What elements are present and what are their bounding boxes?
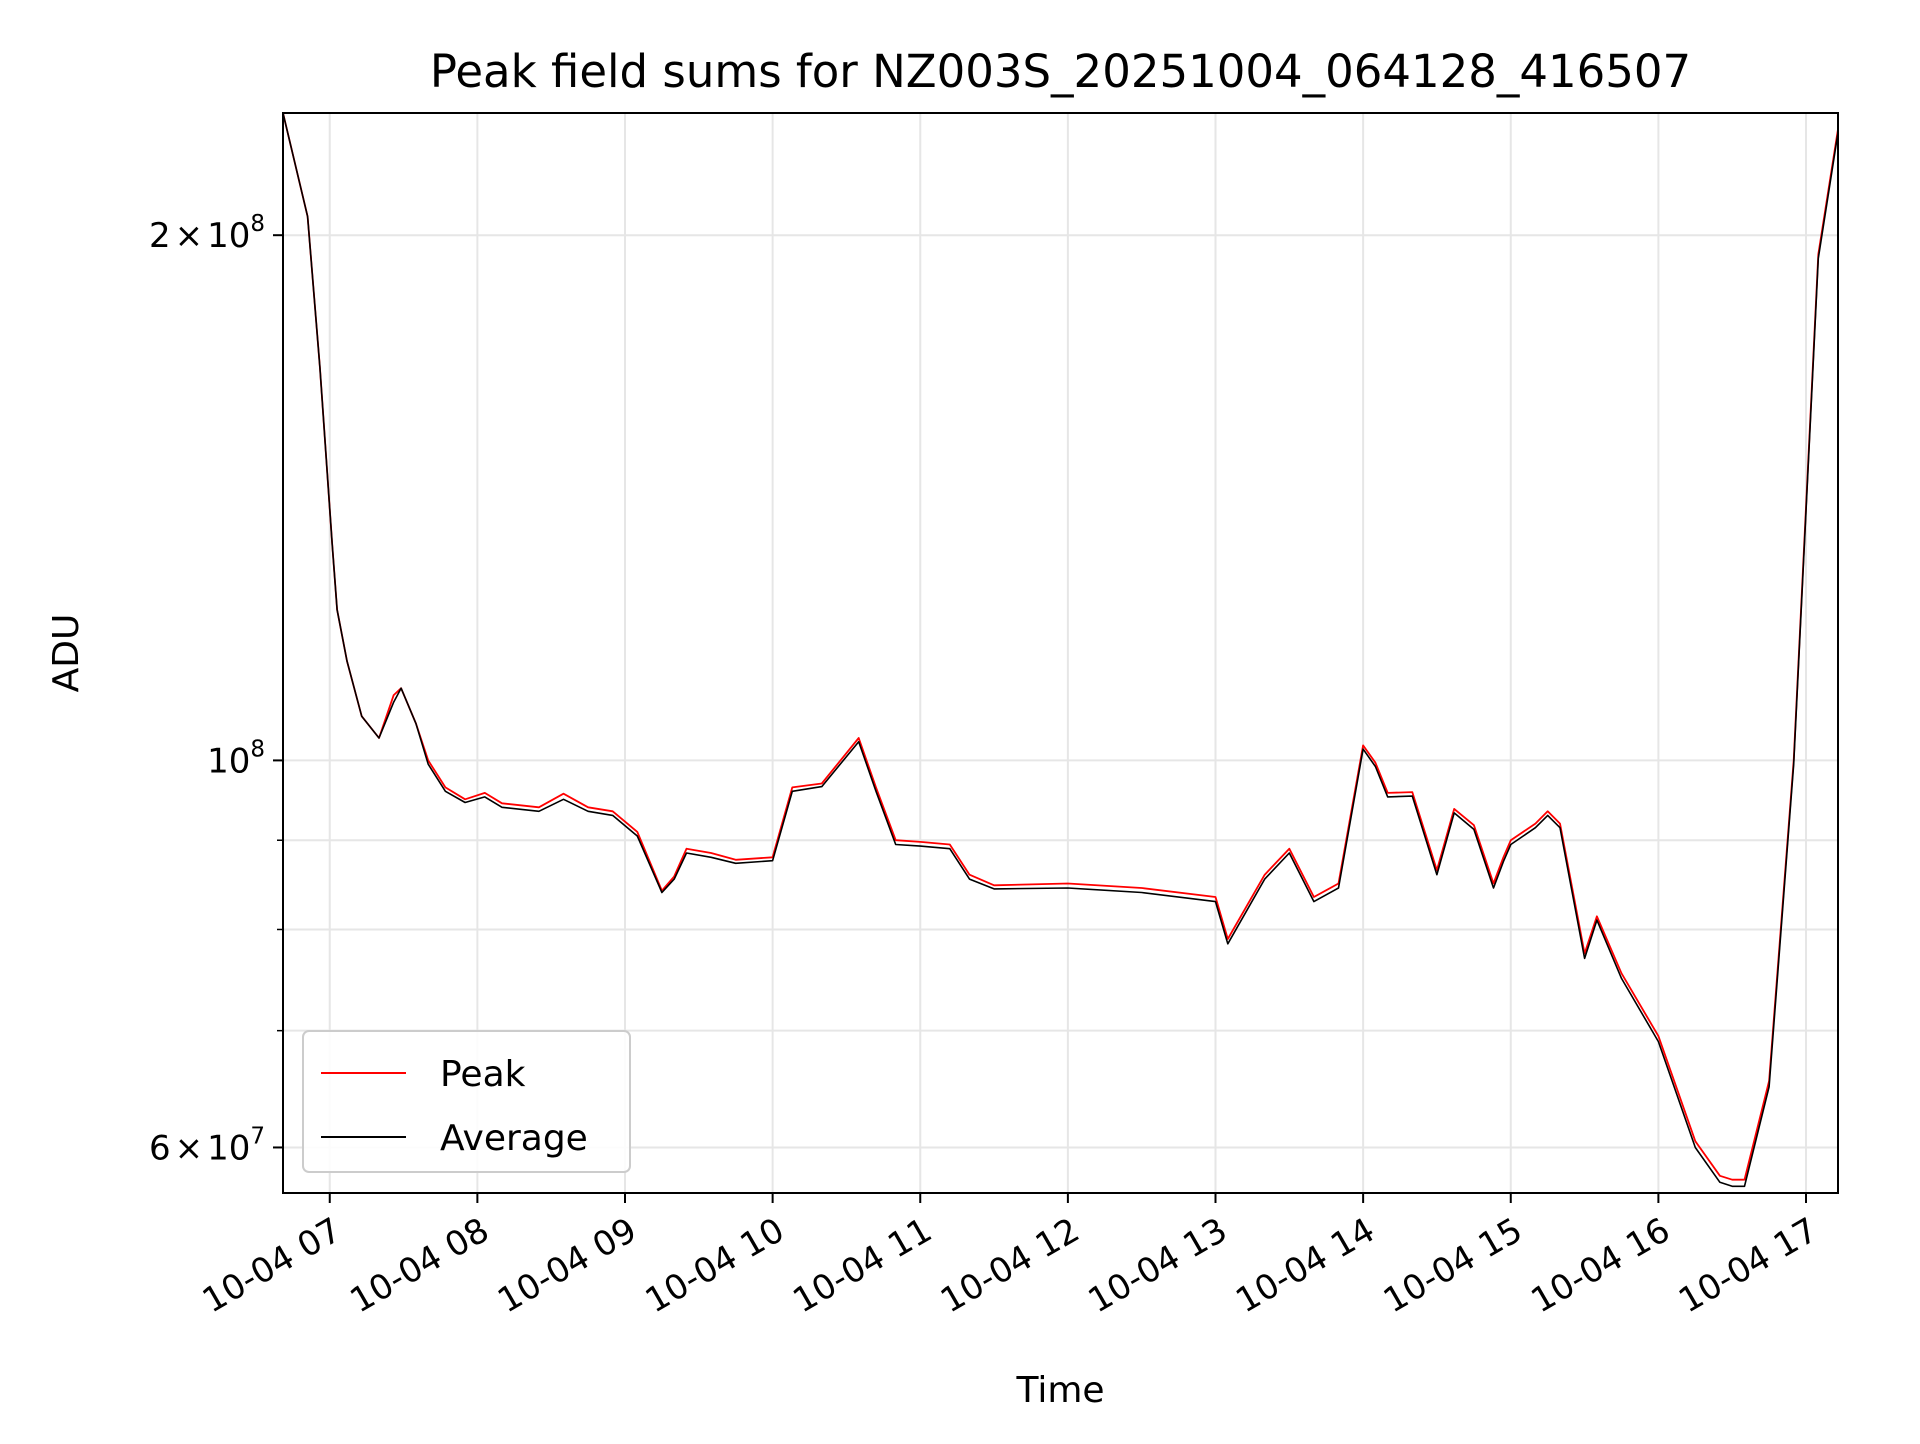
- legend-label: Average: [440, 1118, 588, 1159]
- y-tick-exponent: 7: [250, 1123, 265, 1149]
- y-tick-exponent: 8: [250, 736, 265, 762]
- x-axis-label: Time: [1015, 1370, 1104, 1411]
- series-line-average: [282, 112, 1839, 1188]
- y-tick-times: ×: [175, 1128, 204, 1168]
- y-tick-base: 10: [207, 1128, 250, 1168]
- y-tick-label: 6 × 107: [149, 1123, 265, 1168]
- chart-title: Peak field sums for NZ003S_20251004_0641…: [430, 45, 1691, 98]
- y-tick-times: ×: [175, 216, 204, 256]
- y-tick-label: 108: [207, 736, 265, 781]
- legend-label: Peak: [440, 1054, 526, 1095]
- y-tick-base: 10: [207, 216, 250, 256]
- axes-frame: [282, 112, 1839, 1194]
- series-line-peak: [282, 112, 1839, 1181]
- series-lines: [282, 112, 1839, 1188]
- y-tick-mantissa: 6: [149, 1128, 171, 1168]
- y-tick-exponent: 8: [250, 211, 265, 237]
- y-tick-mantissa: 2: [149, 216, 171, 256]
- y-tick-label: 2 × 108: [149, 211, 265, 256]
- y-tick-base: 10: [207, 741, 250, 781]
- y-axis-label: ADU: [46, 614, 87, 693]
- grid: [283, 113, 1838, 1193]
- legend: Peak Average: [302, 1030, 631, 1173]
